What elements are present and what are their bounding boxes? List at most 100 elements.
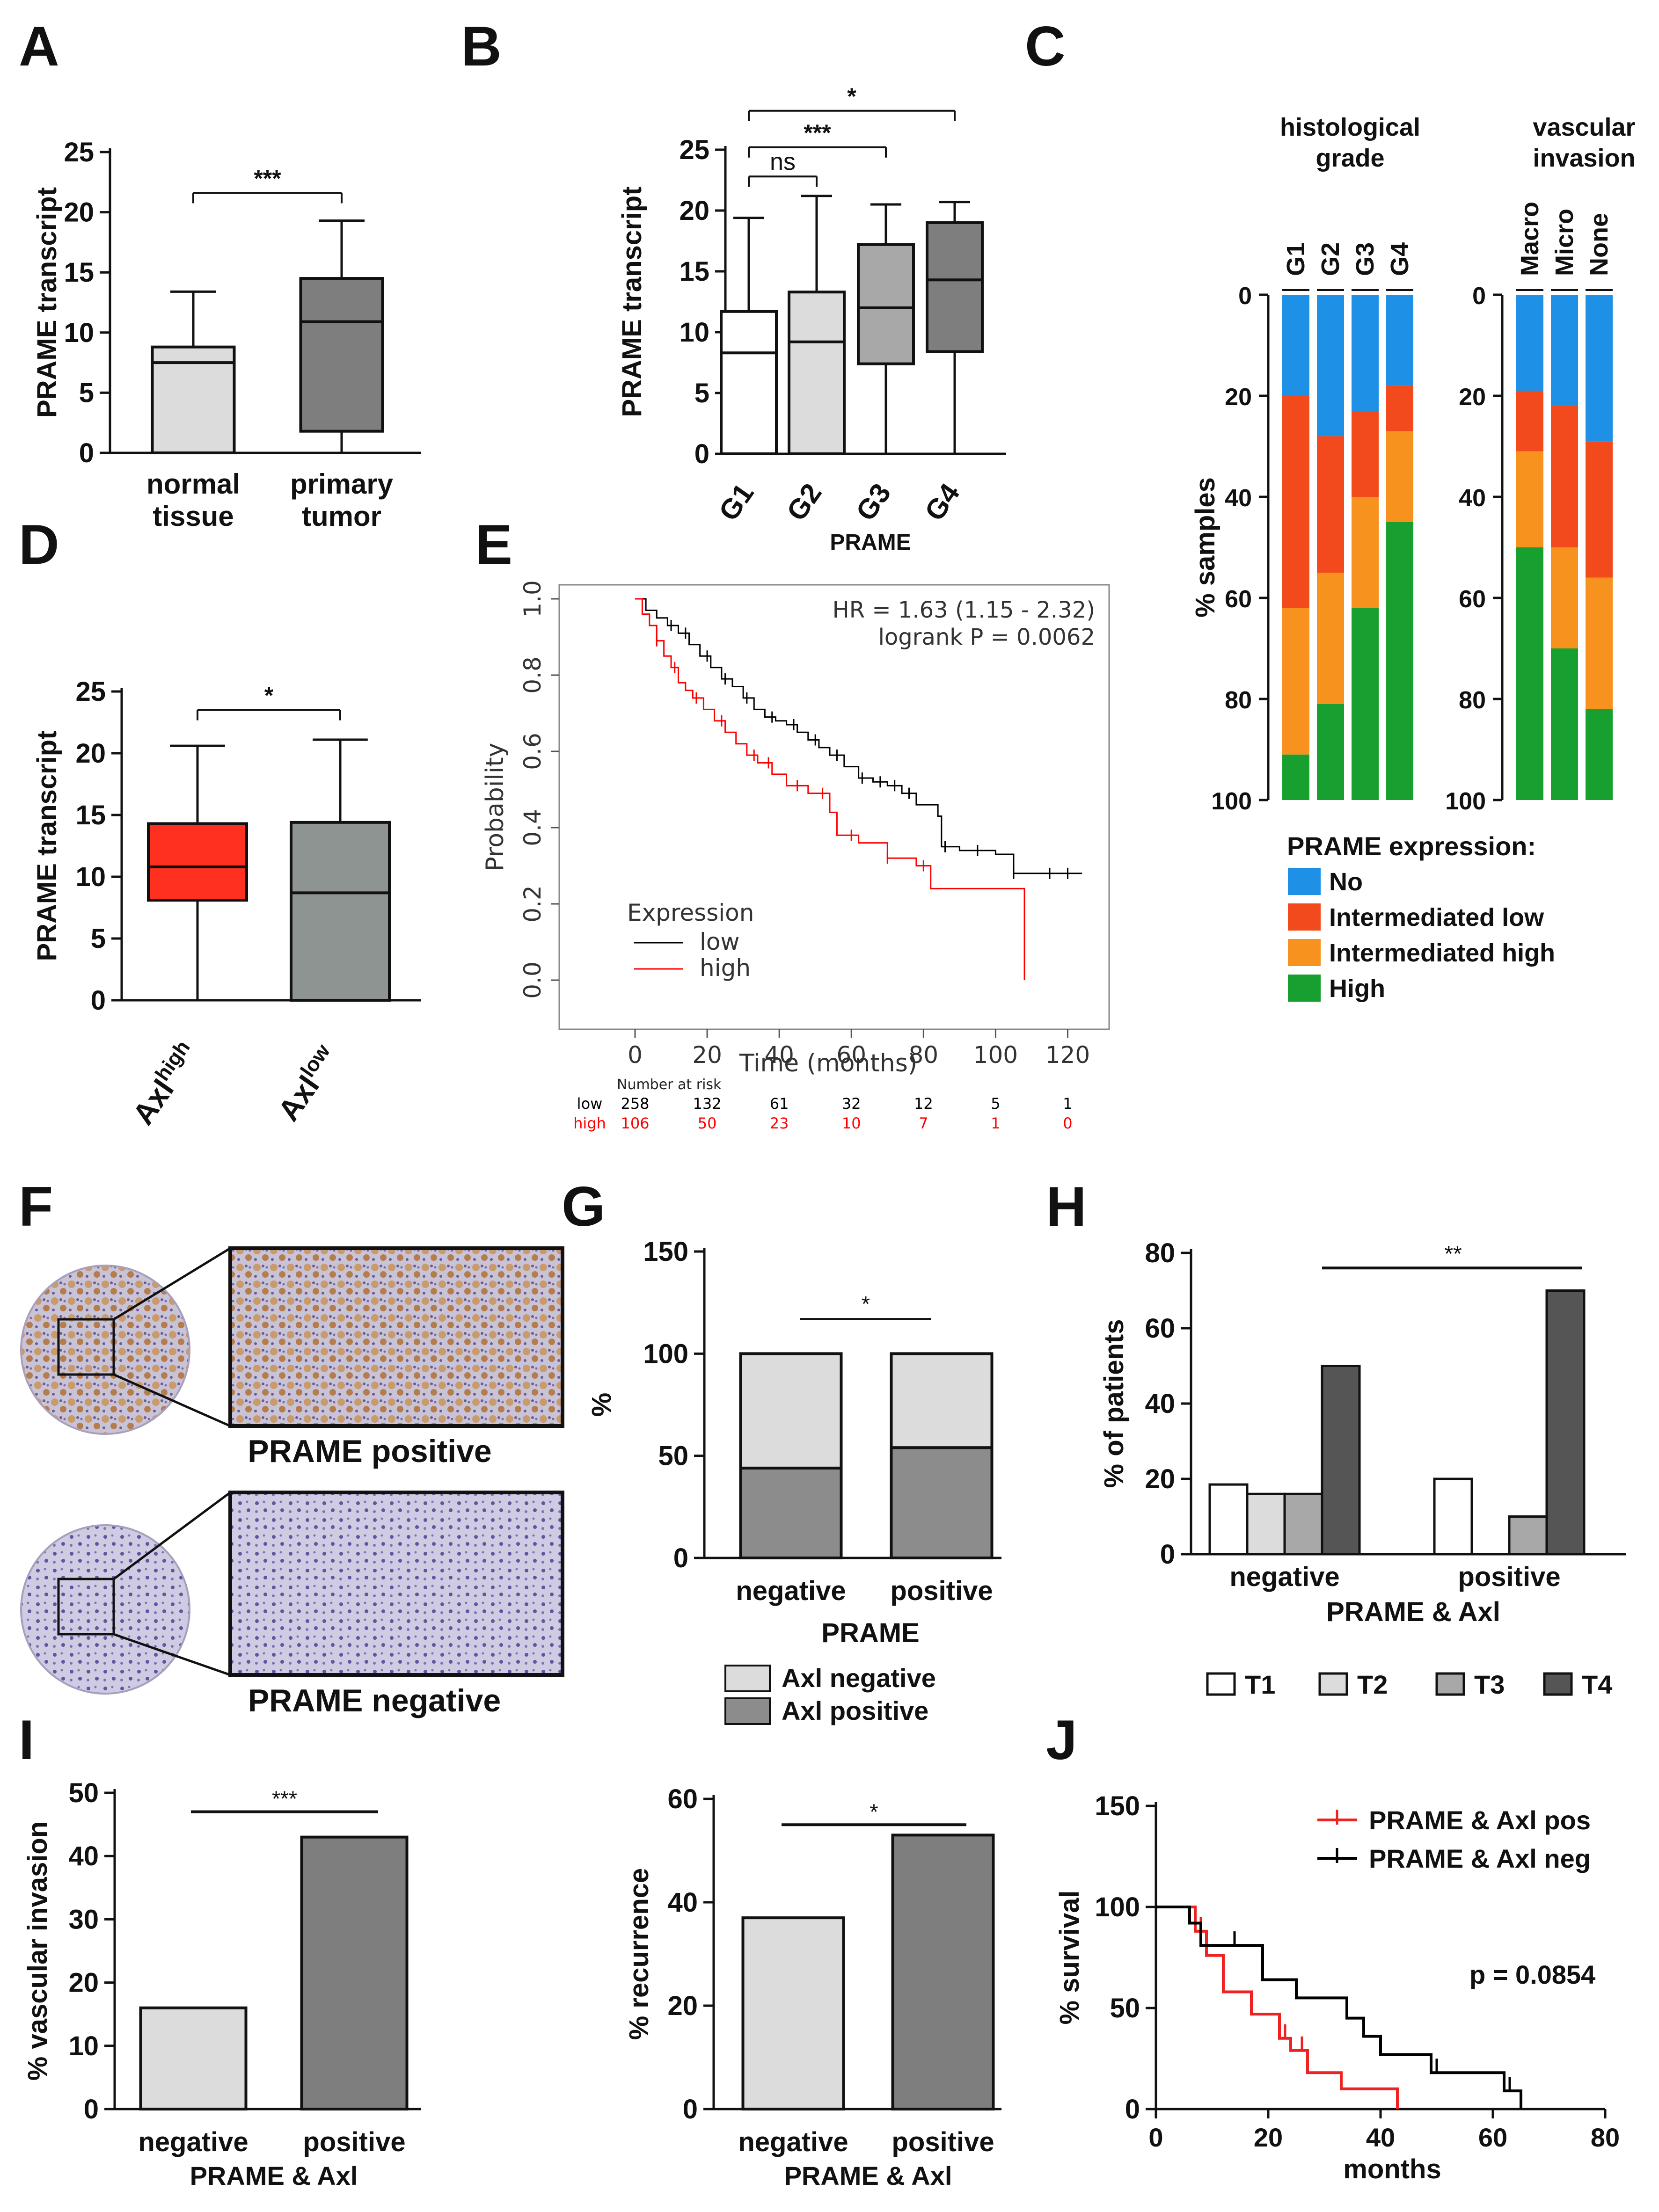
x-tick-label: Macro [1516,202,1544,276]
significance-label: ** [1444,1242,1462,1266]
x-tick-label: G2 [781,478,828,526]
x-tick-label: G2 [1316,242,1345,276]
x-tick-label: 40 [764,1041,794,1069]
stacked-segment [1386,295,1413,386]
legend-label: high [700,954,751,982]
legend-label: Intermediated high [1329,939,1555,967]
legend-swatch [1288,975,1321,1002]
box [857,243,915,365]
x-tick-label: 80 [909,1041,939,1069]
risk-value: 132 [693,1095,722,1113]
stacked-bar-segment [890,1352,994,1449]
y-tick-label: 100 [1211,788,1252,815]
stacked-segment [1551,406,1578,547]
y-tick-label: 0 [694,439,709,469]
risk-value: 1 [1063,1095,1072,1113]
stacked-segment [1586,441,1613,578]
stacked-bar-segment [739,1466,843,1560]
box [290,821,391,1002]
y-tick-label: 80 [1145,1238,1175,1268]
y-tick-label: 0.4 [519,809,546,846]
y-tick-label: 15 [75,800,106,830]
x-axis-label: PRAME & Axl [784,2161,952,2190]
y-tick-label: 0 [1238,283,1252,310]
x-axis-label: PRAME [821,1618,919,1648]
legend-swatch [724,1665,771,1692]
bar [741,1916,845,2110]
y-tick-label: 10 [679,317,709,348]
risk-value: 23 [770,1114,789,1132]
risk-value: 0 [1063,1114,1072,1132]
positive-inset [228,1246,564,1428]
y-tick-label: 150 [643,1237,688,1267]
stacked-segment [1516,547,1543,800]
positive-zoom-line [113,1247,231,1321]
y-tick-label: 20 [64,197,94,228]
y-tick-label: 60 [1459,586,1486,613]
y-tick-label: 5 [694,378,709,408]
y-tick-label: 20 [667,1991,698,2021]
y-tick-label: 150 [1095,1791,1140,1821]
panel-letter-g: G [562,1175,605,1238]
hr-annotation: HR = 1.63 (1.15 - 2.32) [833,597,1095,623]
x-tick-label: 0 [1148,2123,1163,2152]
legend-title: Expression [627,899,754,926]
y-tick-label: 15 [64,257,94,288]
stacked-segment [1586,295,1613,442]
panel-letter-j: J [1046,1709,1077,1771]
panel-letter-h: H [1046,1175,1087,1238]
significance-label: ns [770,148,796,175]
significance-label: * [847,83,856,109]
significance-label: *** [254,165,281,191]
x-tick-label: negative [1229,1562,1339,1592]
p-value-annotation: p = 0.0854 [1469,1960,1595,1989]
x-tick-label: Micro [1550,209,1579,276]
x-tick-label: 20 [1254,2123,1283,2152]
stacked-segment [1386,386,1413,431]
label-prame-negative: PRAME negative [248,1683,501,1718]
y-tick-label: 80 [1225,687,1252,714]
y-tick-label: 50 [1110,1993,1140,2023]
y-tick-label: 0 [1160,1539,1175,1570]
risk-value: 10 [842,1114,861,1132]
risk-value: 258 [621,1095,649,1113]
y-tick-label: 20 [1459,384,1486,411]
x-tick-label: 40 [1366,2123,1395,2152]
risk-value: 61 [770,1095,789,1113]
stacked-segment [1516,391,1543,451]
legend-label: T2 [1357,1670,1388,1699]
x-tick-label: 60 [836,1041,866,1069]
y-tick-label: 20 [1225,384,1252,411]
y-tick-label: 100 [643,1339,688,1369]
y-tick-label: 0 [1472,283,1486,310]
stacked-segment [1317,436,1344,573]
y-axis-label: PRAME transcript [617,186,647,417]
x-tick-label: G4 [919,478,966,527]
risk-value: 12 [914,1095,933,1113]
stacked-segment [1352,497,1379,608]
stacked-segment [1317,704,1344,800]
y-tick-label: 0 [79,438,94,468]
x-tick-label: 60 [1478,2123,1507,2152]
y-tick-label: 20 [1145,1464,1175,1494]
negative-core-box [57,1578,115,1636]
y-axis-label: % recurrence [624,1868,654,2040]
y-axis-label: PRAME transcript [32,730,62,961]
significance-label: * [264,683,274,709]
grouped-bar [1545,1289,1586,1556]
survival-line-low [635,598,1082,874]
y-tick-label: 10 [68,2031,99,2061]
legend-swatch [1543,1672,1573,1696]
risk-table-header: Number at risk [617,1077,722,1093]
panel-letter-c: C [1025,15,1066,78]
y-tick-label: 25 [64,137,94,167]
x-tick-label: G1 [1282,242,1310,276]
y-tick-label: 0.8 [519,656,546,694]
negative-zoom-line [113,1491,231,1580]
legend-label: Axl negative [782,1663,936,1693]
x-tick-label: negative [736,1576,846,1606]
risk-row-name: low [577,1095,603,1113]
y-tick-label: 40 [1145,1389,1175,1419]
positive-core-box [57,1318,115,1376]
box [151,345,236,454]
